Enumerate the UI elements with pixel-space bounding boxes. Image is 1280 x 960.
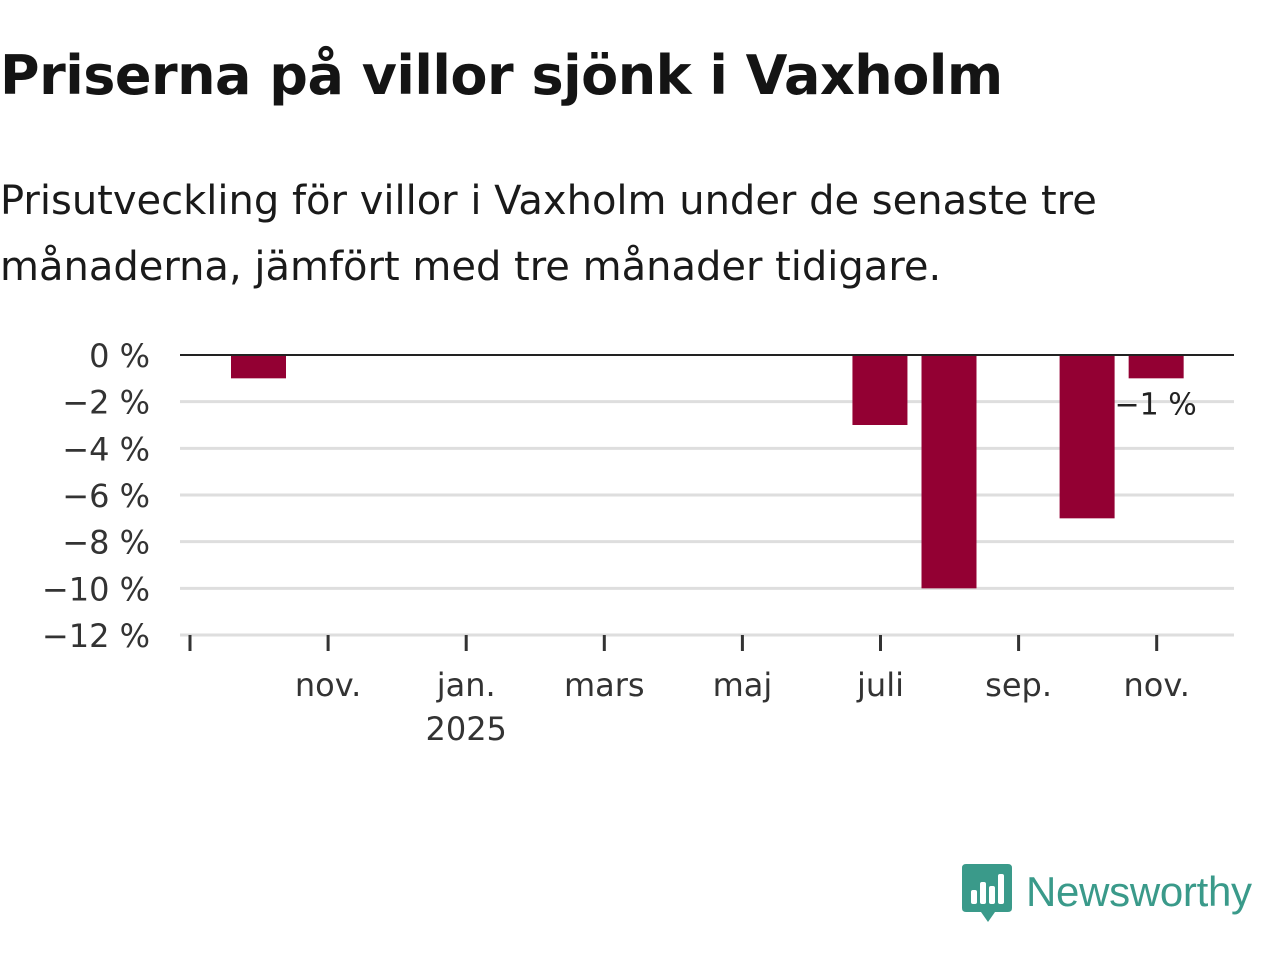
x-tick-label: nov. — [1123, 666, 1189, 704]
bar — [1128, 355, 1184, 379]
y-tick-label: −6 % — [62, 477, 150, 515]
y-tick-label: −2 % — [62, 384, 150, 422]
x-tick-sublabel: 2025 — [425, 710, 506, 748]
newsworthy-logo-icon — [962, 864, 1012, 922]
bar — [231, 355, 286, 379]
x-tick-label: juli — [856, 666, 904, 704]
y-tick-label: −10 % — [42, 570, 150, 608]
y-tick-label: −12 % — [42, 617, 150, 655]
data-label: −1 % — [1115, 387, 1197, 422]
x-tick-label: nov. — [295, 666, 361, 704]
newsworthy-logo-text: Newsworthy — [1026, 868, 1252, 915]
chart-subtitle: Prisutveckling för villor i Vaxholm unde… — [0, 178, 1097, 290]
bar-chart: 0 % −2 % −4 % −6 % −8 % −10 % −12 % nov. jan. 202… — [42, 337, 1234, 748]
chart-title: Priserna på villor sjönk i Vaxholm — [0, 44, 1003, 107]
bar — [921, 355, 977, 589]
x-tick-label: sep. — [985, 666, 1052, 704]
y-tick-label: −8 % — [62, 524, 150, 562]
x-tick-label: jan. — [436, 666, 496, 704]
y-tick-label: −4 % — [62, 430, 150, 468]
y-tick-label: 0 % — [89, 337, 150, 375]
x-tick-label: maj — [713, 666, 773, 704]
x-tick-label: mars — [564, 666, 645, 704]
bar — [852, 355, 908, 425]
newsworthy-logo: Newsworthy — [962, 862, 1252, 928]
bar — [1059, 355, 1115, 519]
